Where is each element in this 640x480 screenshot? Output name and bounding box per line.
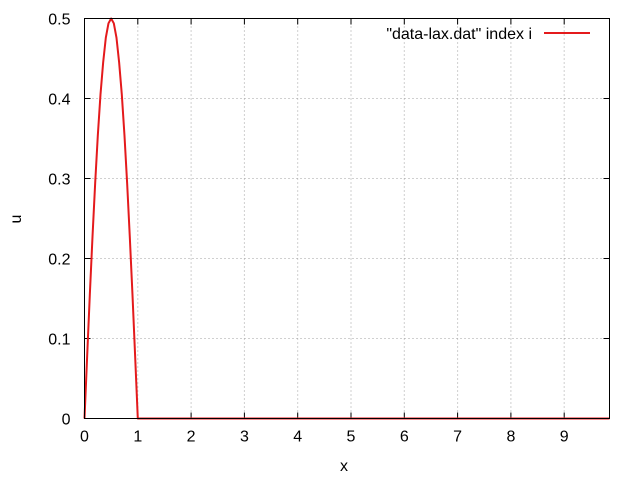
grid bbox=[84, 18, 610, 419]
x-tick-label: 3 bbox=[240, 429, 249, 446]
x-tick-label: 4 bbox=[293, 429, 302, 446]
x-tick-label: 6 bbox=[400, 429, 409, 446]
x-axis-label: x bbox=[340, 458, 348, 475]
y-tick-label: 0.5 bbox=[48, 12, 70, 29]
y-tick-label: 0.2 bbox=[48, 252, 70, 269]
x-tick-label: 2 bbox=[187, 429, 196, 446]
y-tick-label: 0.4 bbox=[48, 92, 70, 109]
x-tick-label: 1 bbox=[133, 429, 142, 446]
series-line bbox=[83, 17, 610, 420]
x-tick-label: 9 bbox=[560, 429, 569, 446]
y-tick-label: 0.3 bbox=[48, 172, 70, 189]
x-tick-label: 0 bbox=[80, 429, 89, 446]
x-tick-label: 7 bbox=[453, 429, 462, 446]
y-tick-label: 0 bbox=[62, 412, 71, 429]
series-layer bbox=[83, 17, 610, 420]
plot-frame bbox=[84, 18, 610, 419]
legend-label: "data-lax.dat" index i bbox=[386, 26, 532, 43]
y-axis-label: u bbox=[8, 215, 25, 224]
axis-ticks: 0 1 2 3 4 5 6 7 8 9 0 0.1 0.2 0.3 0.4 0.5 bbox=[48, 12, 610, 446]
y-tick-label: 0.1 bbox=[48, 332, 70, 349]
legend: "data-lax.dat" index i bbox=[386, 26, 590, 43]
x-tick-label: 5 bbox=[347, 429, 356, 446]
x-tick-label: 8 bbox=[506, 429, 515, 446]
